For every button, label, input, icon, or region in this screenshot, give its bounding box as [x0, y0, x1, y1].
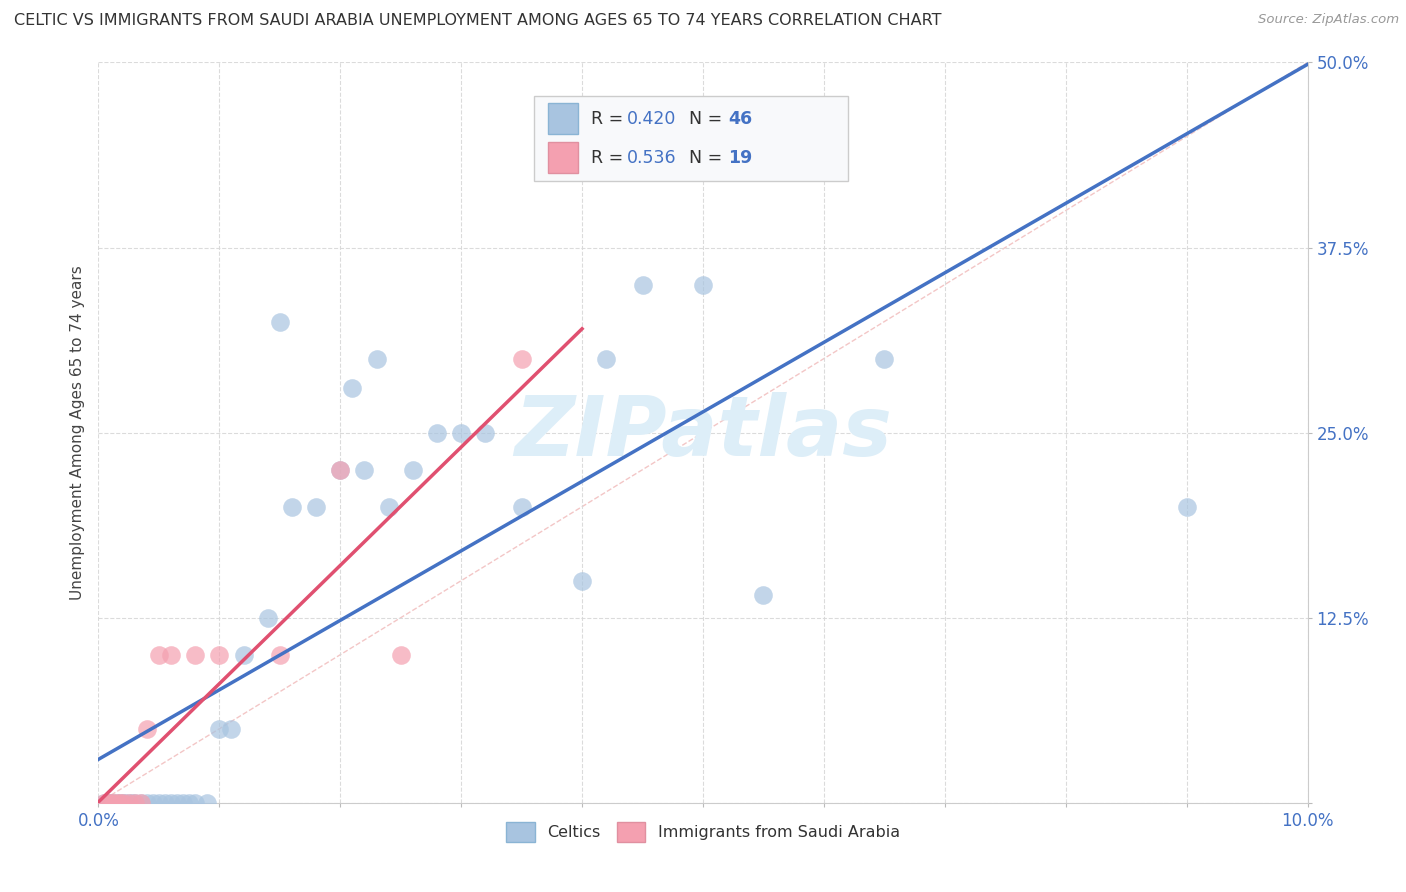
FancyBboxPatch shape [534, 95, 848, 181]
Bar [548, 103, 578, 135]
Point [148, 648, 170, 662]
Point [353, 462, 375, 476]
Point [329, 462, 352, 476]
Point [595, 351, 617, 366]
Point [124, 796, 146, 810]
Point [269, 648, 291, 662]
Point [402, 462, 425, 476]
Point [256, 610, 278, 624]
Point [510, 351, 533, 366]
Legend: Celtics, Immigrants from Saudi Arabia: Celtics, Immigrants from Saudi Arabia [498, 814, 908, 850]
Point [510, 500, 533, 514]
Point [97, 796, 120, 810]
Point [873, 351, 896, 366]
Point [118, 796, 141, 810]
Point [450, 425, 472, 440]
Point [100, 796, 122, 810]
Text: 0.420: 0.420 [627, 110, 676, 128]
Point [101, 796, 124, 810]
Point [184, 648, 207, 662]
Point [111, 796, 134, 810]
Point [153, 796, 176, 810]
Point [179, 796, 201, 810]
Text: 46: 46 [728, 110, 752, 128]
Point [329, 462, 352, 476]
Point [160, 648, 183, 662]
Bar [548, 143, 578, 173]
Text: ZIPatlas: ZIPatlas [515, 392, 891, 473]
Point [148, 796, 170, 810]
Point [1175, 500, 1198, 514]
Point [101, 796, 124, 810]
Text: CELTIC VS IMMIGRANTS FROM SAUDI ARABIA UNEMPLOYMENT AMONG AGES 65 TO 74 YEARS CO: CELTIC VS IMMIGRANTS FROM SAUDI ARABIA U… [14, 13, 942, 29]
Point [114, 796, 136, 810]
Point [195, 796, 218, 810]
Point [135, 722, 157, 736]
Text: R =: R = [591, 149, 628, 167]
Point [100, 796, 122, 810]
Point [108, 796, 131, 810]
Text: N =: N = [678, 149, 727, 167]
Point [129, 796, 152, 810]
Text: R =: R = [591, 110, 628, 128]
Point [631, 277, 654, 292]
Point [571, 574, 593, 588]
Point [208, 722, 231, 736]
Text: 19: 19 [728, 149, 752, 167]
Point [93, 796, 115, 810]
Point [366, 351, 388, 366]
Point [426, 425, 449, 440]
Point [389, 648, 412, 662]
Point [184, 796, 207, 810]
Point [221, 722, 243, 736]
Point [377, 500, 399, 514]
Point [692, 277, 714, 292]
Point [121, 796, 143, 810]
Text: Source: ZipAtlas.com: Source: ZipAtlas.com [1258, 13, 1399, 27]
Point [281, 500, 304, 514]
Point [124, 796, 146, 810]
Point [105, 796, 128, 810]
Point [108, 796, 131, 810]
Y-axis label: Unemployment Among Ages 65 to 74 years: Unemployment Among Ages 65 to 74 years [69, 265, 84, 600]
Point [142, 796, 165, 810]
Point [752, 589, 775, 603]
Text: N =: N = [678, 110, 727, 128]
Point [160, 796, 183, 810]
Point [474, 425, 496, 440]
Point [93, 796, 115, 810]
Point [105, 796, 128, 810]
Point [269, 314, 291, 328]
Point [166, 796, 188, 810]
Point [342, 381, 364, 395]
Point [111, 796, 134, 810]
Point [118, 796, 141, 810]
Point [129, 796, 152, 810]
Point [208, 648, 231, 662]
Point [305, 500, 328, 514]
Text: 0.536: 0.536 [627, 149, 676, 167]
Point [172, 796, 194, 810]
Point [97, 796, 120, 810]
Point [135, 796, 157, 810]
Point [232, 648, 254, 662]
